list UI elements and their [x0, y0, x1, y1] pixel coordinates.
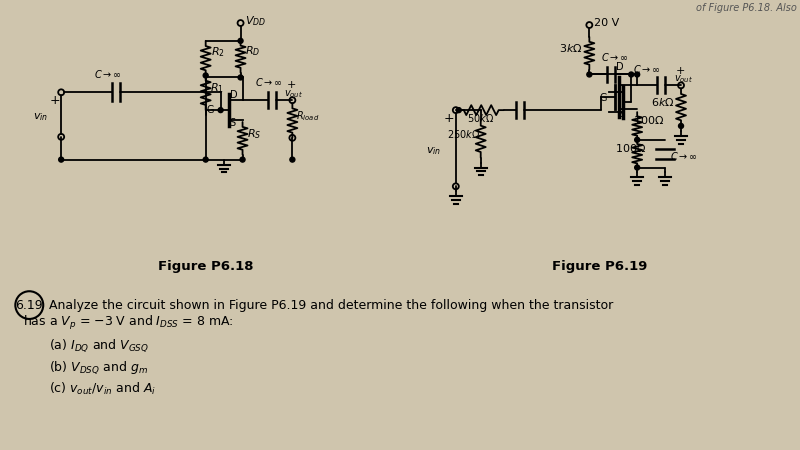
Text: Analyze the circuit shown in Figure P6.19 and determine the following when the t: Analyze the circuit shown in Figure P6.1… [50, 299, 614, 311]
Circle shape [218, 108, 223, 112]
Text: $100\Omega$: $100\Omega$ [633, 114, 665, 126]
Text: D: D [616, 62, 624, 72]
Circle shape [629, 72, 634, 77]
Text: $C \to \infty$: $C \to \infty$ [670, 149, 698, 162]
Circle shape [238, 75, 243, 80]
Text: D: D [230, 90, 238, 100]
Text: Figure P6.18: Figure P6.18 [158, 261, 254, 274]
Text: $R_D$: $R_D$ [245, 45, 260, 58]
Circle shape [634, 72, 640, 77]
Text: $50k\Omega$: $50k\Omega$ [466, 112, 494, 124]
Text: +: + [444, 112, 454, 125]
Text: 6.19: 6.19 [15, 299, 43, 311]
Text: 20 V: 20 V [594, 18, 619, 28]
Text: +: + [50, 94, 60, 107]
Text: +: + [286, 81, 296, 90]
Text: +: + [676, 66, 686, 76]
Circle shape [634, 165, 640, 170]
Text: $v_{out}$: $v_{out}$ [285, 88, 303, 100]
Text: S: S [230, 118, 236, 128]
Circle shape [238, 38, 243, 43]
Text: $6k\Omega$: $6k\Omega$ [651, 96, 674, 108]
Text: of Figure P6.18. Also: of Figure P6.18. Also [696, 3, 797, 13]
Text: $C \to \infty$: $C \to \infty$ [602, 51, 629, 63]
Text: G: G [599, 93, 607, 103]
Text: $R_{load}$: $R_{load}$ [296, 109, 320, 123]
Text: $C \to \infty$: $C \to \infty$ [633, 63, 661, 75]
Text: Figure P6.19: Figure P6.19 [552, 261, 647, 274]
Circle shape [634, 137, 640, 142]
Text: $V_{DD}$: $V_{DD}$ [245, 14, 266, 28]
Text: $100\Omega$: $100\Omega$ [615, 142, 646, 154]
Text: $C \to \infty$: $C \to \infty$ [254, 76, 282, 88]
Circle shape [678, 123, 683, 128]
Text: $v_{in}$: $v_{in}$ [426, 145, 441, 157]
Circle shape [587, 72, 592, 77]
Text: $C \to \infty$: $C \to \infty$ [94, 68, 122, 81]
Text: $250k\Omega$: $250k\Omega$ [447, 128, 480, 140]
Text: G: G [206, 105, 214, 115]
Text: S: S [618, 109, 623, 119]
Circle shape [203, 157, 208, 162]
Text: has a $V_p$ = −3 V and $I_{DSS}$ = 8 mA:: has a $V_p$ = −3 V and $I_{DSS}$ = 8 mA: [23, 314, 234, 332]
Text: $3k\Omega$: $3k\Omega$ [559, 42, 583, 54]
Circle shape [58, 157, 64, 162]
Text: $R_S$: $R_S$ [246, 127, 261, 141]
Circle shape [290, 157, 295, 162]
Text: $v_{out}$: $v_{out}$ [674, 73, 693, 85]
Circle shape [203, 73, 208, 78]
Text: (a) $I_{DQ}$ and $V_{GSQ}$: (a) $I_{DQ}$ and $V_{GSQ}$ [50, 338, 149, 354]
Text: (b) $V_{DSQ}$ and $g_m$: (b) $V_{DSQ}$ and $g_m$ [50, 359, 148, 376]
Circle shape [240, 157, 245, 162]
Text: $R_1$: $R_1$ [210, 81, 224, 95]
Text: $R_2$: $R_2$ [210, 46, 225, 59]
Circle shape [456, 108, 462, 112]
Text: (c) $v_{out}/v_{in}$ and $A_i$: (c) $v_{out}/v_{in}$ and $A_i$ [50, 381, 156, 397]
Text: $v_{in}$: $v_{in}$ [34, 112, 49, 123]
